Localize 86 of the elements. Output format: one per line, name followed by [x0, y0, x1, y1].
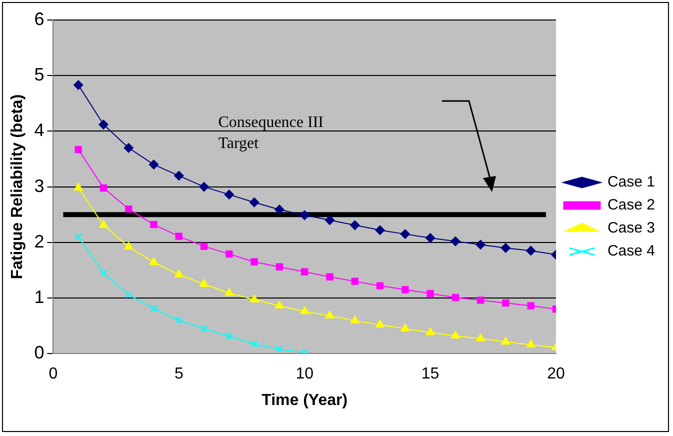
point	[274, 204, 284, 214]
point	[250, 198, 260, 208]
point	[175, 232, 182, 240]
point	[74, 146, 82, 154]
point	[224, 190, 234, 200]
point	[376, 282, 384, 290]
point	[301, 268, 308, 276]
point	[476, 296, 484, 304]
point	[526, 340, 536, 348]
point	[426, 290, 434, 298]
point	[224, 288, 234, 296]
point	[476, 334, 485, 342]
y-tick-label: 6	[34, 8, 44, 29]
point	[100, 269, 108, 277]
point	[502, 299, 510, 307]
point	[350, 316, 360, 324]
y-tick-label: 3	[34, 176, 44, 196]
point	[250, 294, 259, 302]
point	[450, 236, 460, 246]
point	[376, 320, 384, 328]
point	[200, 325, 208, 332]
point	[276, 346, 284, 353]
x-tick-label: 0	[48, 366, 58, 383]
y-tick-label: 5	[34, 64, 44, 85]
point	[501, 337, 510, 345]
point	[452, 294, 459, 302]
legend-label: Case 2	[607, 196, 656, 214]
point	[100, 184, 108, 192]
point	[300, 210, 310, 220]
legend-label: Case 3	[607, 220, 656, 237]
point	[300, 306, 309, 314]
point	[149, 160, 159, 170]
point	[451, 331, 460, 339]
y-tick-label: 4	[34, 120, 44, 140]
y-tick-label: 2	[34, 231, 44, 252]
point	[150, 258, 158, 266]
point	[326, 273, 334, 280]
x-axis-title: Time (Year)	[262, 392, 348, 409]
point	[351, 278, 358, 285]
point	[250, 340, 258, 348]
point	[74, 233, 82, 240]
point	[175, 316, 182, 324]
x-tick-label: 20	[547, 366, 565, 383]
point	[125, 205, 132, 213]
y-axis-title: Fatigue Reliability (beta)	[9, 94, 26, 280]
point	[226, 250, 233, 258]
point	[500, 243, 510, 253]
y-tick-label: 1	[34, 286, 44, 307]
point	[200, 242, 208, 250]
point	[400, 229, 410, 239]
point	[226, 332, 233, 340]
x-tick-label: 10	[296, 366, 314, 383]
point	[74, 183, 83, 191]
annotation: Consequence III Target	[218, 114, 324, 152]
point	[350, 220, 360, 230]
point	[98, 120, 108, 130]
point	[199, 182, 209, 192]
point	[99, 220, 108, 228]
point	[324, 215, 334, 225]
legend-label: Case 4	[607, 242, 656, 260]
point	[174, 270, 184, 278]
point	[426, 328, 434, 336]
point	[250, 258, 258, 266]
legend-label: Case 1	[607, 174, 656, 191]
point	[125, 291, 132, 298]
point	[124, 242, 133, 250]
point	[124, 143, 134, 153]
point	[150, 221, 158, 228]
point	[526, 246, 536, 256]
point	[200, 279, 208, 287]
point	[402, 286, 409, 294]
point	[276, 263, 284, 270]
point	[400, 324, 410, 332]
point	[527, 302, 534, 310]
point	[275, 301, 284, 309]
point	[74, 80, 84, 90]
point	[375, 225, 385, 235]
y-tick-label: 0	[34, 342, 44, 363]
point	[150, 304, 158, 312]
point	[476, 240, 486, 250]
point	[326, 311, 334, 319]
point	[301, 348, 308, 354]
x-tick-label: 15	[421, 366, 440, 383]
x-tick-label: 5	[174, 366, 184, 383]
point	[426, 233, 436, 243]
point	[174, 170, 184, 180]
